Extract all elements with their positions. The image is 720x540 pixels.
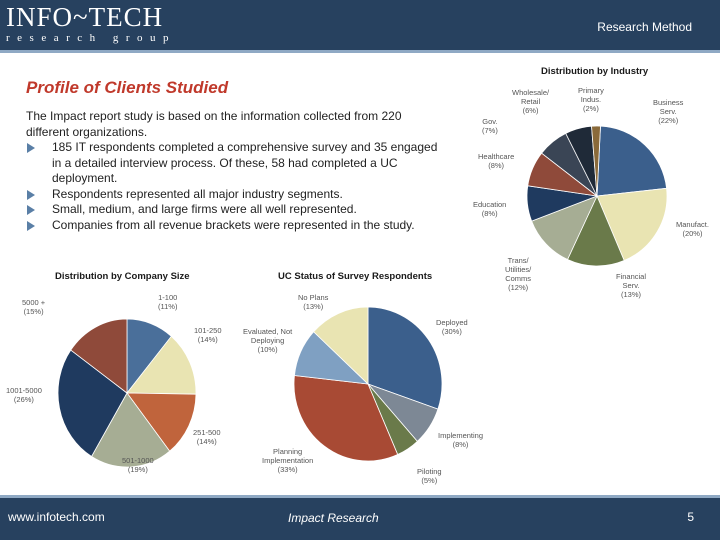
bullet-item: Respondents represented all major indust… [26, 187, 446, 203]
body-text: The Impact report study is based on the … [26, 109, 446, 233]
bullet-text: Small, medium, and large firms were all … [52, 202, 357, 216]
intro-paragraph: The Impact report study is based on the … [26, 109, 402, 139]
size-label-101-250: 101-250 (14%) [194, 326, 222, 344]
header-bar: INFO~TECH research group Research Method [0, 0, 720, 50]
size-label-251-500: 251-500 (14%) [193, 428, 221, 446]
industry-chart-title: Distribution by Industry [541, 66, 649, 77]
bullet-text: Respondents represented all major indust… [52, 186, 343, 201]
industry-label-healthcare: Healthcare (8%) [478, 152, 515, 170]
pie-slice-251-500 [126, 392, 197, 452]
pie-slice-no-plans [313, 306, 369, 385]
industry-label-education: Education (8%) [473, 200, 507, 218]
size-label-1001-5000: 1001-5000 (26%) [6, 386, 42, 404]
size-chart-title: Distribution by Company Size [55, 271, 190, 282]
footer-divider [0, 495, 720, 498]
status-label-implementing: Implementing (8%) [438, 431, 484, 449]
status-label-no-plans: No Plans (13%) [298, 293, 329, 311]
industry-label-primary: Primary Indus. (2%) [578, 86, 604, 113]
pie-slice-primary-indus [591, 125, 601, 197]
bullet-list: 185 IT respondents completed a comprehen… [26, 140, 446, 233]
status-label-deployed: Deployed (30%) [436, 318, 468, 336]
bullet-item: Companies from all revenue brackets were… [26, 218, 446, 234]
logo-tagline: research group [6, 32, 177, 44]
industry-label-trans: Trans/Utilities/Comms (12%) [505, 256, 532, 292]
logo-wordmark: INFO~TECH [6, 2, 164, 32]
pie-slice-1001-5000 [57, 349, 128, 458]
status-label-evaluated: Evaluated, Not Deploying (10%) [243, 327, 293, 354]
pie-slice-planning-implementation [293, 375, 399, 462]
footer-center-text: Impact Research [288, 511, 379, 525]
status-label-planning: Planning Implementation (33%) [262, 447, 314, 474]
size-label-501-1000: 501-1000 (19%) [122, 456, 154, 474]
pie-slice-5000 [70, 318, 128, 394]
bullet-arrow-icon [27, 220, 35, 231]
status-chart-title: UC Status of Survey Respondents [278, 271, 433, 282]
industry-label-gov: Gov. (7%) [482, 117, 498, 135]
pie-slice-deployed [367, 306, 443, 410]
pie-slice-financial-serv [566, 195, 625, 267]
status-pie-chart [293, 306, 443, 462]
industry-label-financial: Financial Serv. (13%) [616, 272, 647, 299]
slide-title: Profile of Clients Studied [26, 78, 229, 97]
infotech-logo: INFO~TECH research group [6, 2, 176, 44]
header-divider [0, 50, 720, 53]
bullet-item: 185 IT respondents completed a comprehen… [26, 140, 446, 187]
bullet-text: 185 IT respondents completed a comprehen… [52, 140, 438, 185]
size-label-5000: 5000 + (15%) [22, 298, 46, 316]
pie-slice-501-1000 [91, 392, 171, 468]
pie-slice-101-250 [126, 335, 197, 395]
section-label: Research Method [597, 20, 692, 34]
bullet-arrow-icon [27, 205, 35, 215]
pie-slice-business-serv [596, 125, 668, 197]
industry-pie-chart [526, 125, 668, 267]
footer-website-link[interactable]: www.infotech.com [8, 510, 105, 524]
page-number: 5 [687, 510, 694, 524]
bullet-arrow-icon [27, 189, 35, 200]
footer-bar [0, 498, 720, 540]
pie-slice-manufact [596, 187, 668, 262]
bullet-item: Small, medium, and large firms were all … [26, 202, 446, 218]
size-pie-chart [57, 318, 197, 468]
bullet-arrow-icon [27, 143, 35, 153]
industry-label-wholesale: Wholesale/Retail (6%) [512, 88, 550, 115]
industry-label-business: Business Serv. (22%) [653, 98, 684, 125]
status-label-piloting: Piloting (5%) [417, 467, 442, 485]
industry-label-manufact: Manufact. (20%) [676, 220, 709, 238]
size-label-1-100: 1-100 (11%) [158, 293, 178, 311]
bullet-text: Companies from all revenue brackets were… [52, 217, 415, 232]
